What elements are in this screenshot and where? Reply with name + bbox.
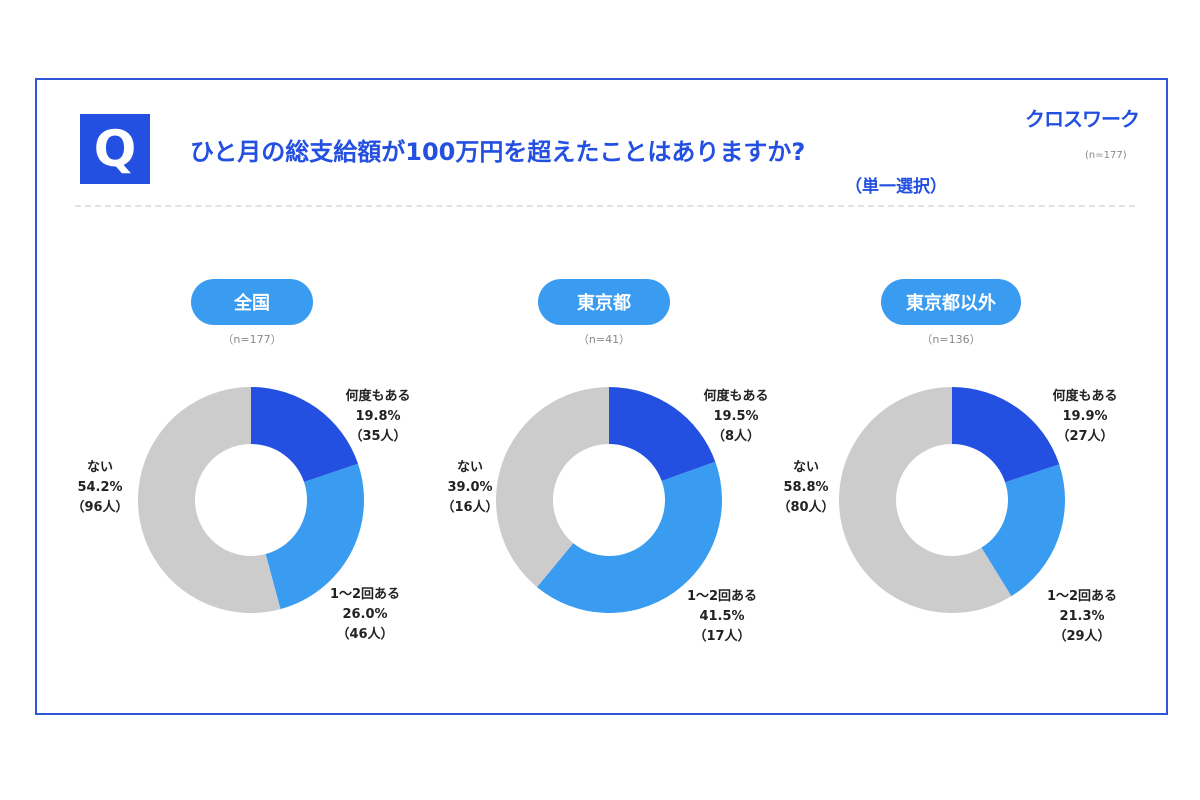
slice-count: （8人）	[711, 429, 761, 444]
donut-slice-frequent	[251, 387, 359, 483]
slice-pct: 54.2%	[77, 480, 123, 495]
donut-slice-once-twice	[265, 463, 364, 610]
donut-slice-frequent	[952, 387, 1060, 483]
slice-pct: 41.5%	[699, 609, 745, 624]
slice-pct: 21.3%	[1059, 609, 1105, 624]
chart-sample-size: （n=136）	[921, 333, 981, 346]
total-sample-size: (n=177)	[1085, 150, 1127, 161]
chart-title-pill: 東京都	[538, 279, 670, 325]
slice-count: （80人）	[777, 500, 835, 515]
card-frame	[35, 78, 1168, 715]
question-title: ひと月の総支給額が100万円を超えたことはありますか?	[190, 138, 806, 166]
slice-pct: 19.8%	[355, 409, 401, 424]
slice-count: （16人）	[441, 500, 499, 515]
chart-sample-size: （n=41）	[577, 333, 631, 346]
donut-slice-never	[138, 387, 281, 613]
slice-label: ない	[86, 460, 113, 475]
divider	[75, 205, 1135, 207]
slice-pct: 19.5%	[713, 409, 759, 424]
slice-label: 1～2回ある	[329, 587, 401, 602]
donut-slice-once-twice	[536, 461, 722, 613]
q-badge: Q	[80, 114, 150, 184]
slice-count: （96人）	[71, 500, 129, 515]
slice-label-frequent: 何度もある 19.5% （8人）	[681, 387, 791, 447]
slice-label-never: ない 39.0% （16人）	[415, 458, 525, 518]
donut-slice-never	[839, 387, 1012, 613]
slice-count: （35人）	[349, 429, 407, 444]
slice-label: ない	[792, 460, 819, 475]
slice-pct: 19.9%	[1062, 409, 1108, 424]
slice-label-once-twice: 1～2回ある 21.3% （29人）	[1027, 587, 1137, 647]
slice-count: （29人）	[1053, 629, 1111, 644]
slice-label: 何度もある	[703, 389, 769, 404]
slice-label: 何度もある	[1052, 389, 1118, 404]
slice-label: 1～2回ある	[686, 589, 758, 604]
chart-sample-size: （n=177）	[222, 333, 282, 346]
slice-label-never: ない 58.8% （80人）	[751, 458, 861, 518]
slice-label-frequent: 何度もある 19.8% （35人）	[323, 387, 433, 447]
slice-label: 何度もある	[345, 389, 411, 404]
donut-slice-frequent	[609, 387, 716, 482]
slice-count: （46人）	[336, 627, 394, 642]
brand-logo: クロスワーク	[1025, 107, 1140, 131]
donut-slice-once-twice	[981, 464, 1065, 597]
slice-count: （17人）	[693, 629, 751, 644]
slice-label-once-twice: 1～2回ある 26.0% （46人）	[310, 585, 420, 645]
slice-label-once-twice: 1～2回ある 41.5% （17人）	[667, 587, 777, 647]
question-subtitle: （単一選択）	[845, 177, 947, 197]
slice-count: （27人）	[1056, 429, 1114, 444]
slice-pct: 39.0%	[447, 480, 493, 495]
donut-slice-never	[495, 387, 609, 588]
slice-pct: 58.8%	[783, 480, 829, 495]
slice-label-never: ない 54.2% （96人）	[45, 458, 155, 518]
slice-pct: 26.0%	[342, 607, 388, 622]
chart-title-pill: 東京都以外	[881, 279, 1021, 325]
chart-title-pill: 全国	[191, 279, 313, 325]
slice-label: 1～2回ある	[1046, 589, 1118, 604]
slice-label: ない	[456, 460, 483, 475]
slice-label-frequent: 何度もある 19.9% （27人）	[1030, 387, 1140, 447]
